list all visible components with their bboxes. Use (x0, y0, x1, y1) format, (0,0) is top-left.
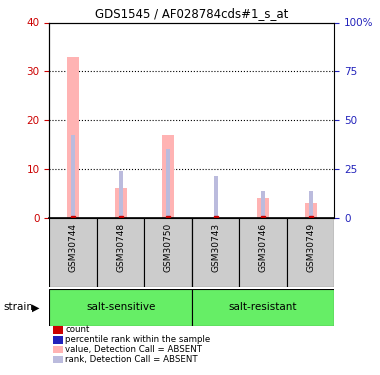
Bar (261, 190, 265, 217)
Bar (192, 217, 239, 287)
Text: percentile rank within the sample: percentile rank within the sample (65, 335, 211, 344)
Bar (162, 135, 174, 218)
Bar (257, 198, 269, 217)
Text: GSM30744: GSM30744 (69, 223, 78, 272)
Bar (239, 217, 287, 287)
Text: GSM30749: GSM30749 (306, 223, 315, 272)
Bar (305, 203, 317, 217)
Bar (144, 217, 192, 287)
Title: GDS1545 / AF028784cds#1_s_at: GDS1545 / AF028784cds#1_s_at (95, 7, 288, 20)
Text: strain: strain (4, 303, 34, 312)
Bar (192, 289, 334, 326)
Bar (287, 217, 334, 287)
Text: rank, Detection Call = ABSENT: rank, Detection Call = ABSENT (65, 355, 198, 364)
Bar (97, 217, 144, 287)
Bar (71, 135, 75, 218)
Bar (119, 171, 122, 217)
Text: GSM30750: GSM30750 (164, 223, 173, 272)
Text: salt-resistant: salt-resistant (229, 303, 298, 312)
Bar (166, 149, 170, 217)
Text: count: count (65, 326, 90, 334)
Bar (115, 188, 127, 218)
Bar (67, 57, 79, 217)
Text: value, Detection Call = ABSENT: value, Detection Call = ABSENT (65, 345, 203, 354)
Text: salt-sensitive: salt-sensitive (86, 303, 155, 312)
Text: GSM30748: GSM30748 (116, 223, 125, 272)
Bar (49, 217, 97, 287)
Text: GSM30743: GSM30743 (211, 223, 220, 272)
Text: ▶: ▶ (32, 303, 40, 312)
Bar (309, 190, 312, 217)
Text: GSM30746: GSM30746 (259, 223, 268, 272)
Bar (214, 176, 217, 218)
Bar (49, 289, 192, 326)
